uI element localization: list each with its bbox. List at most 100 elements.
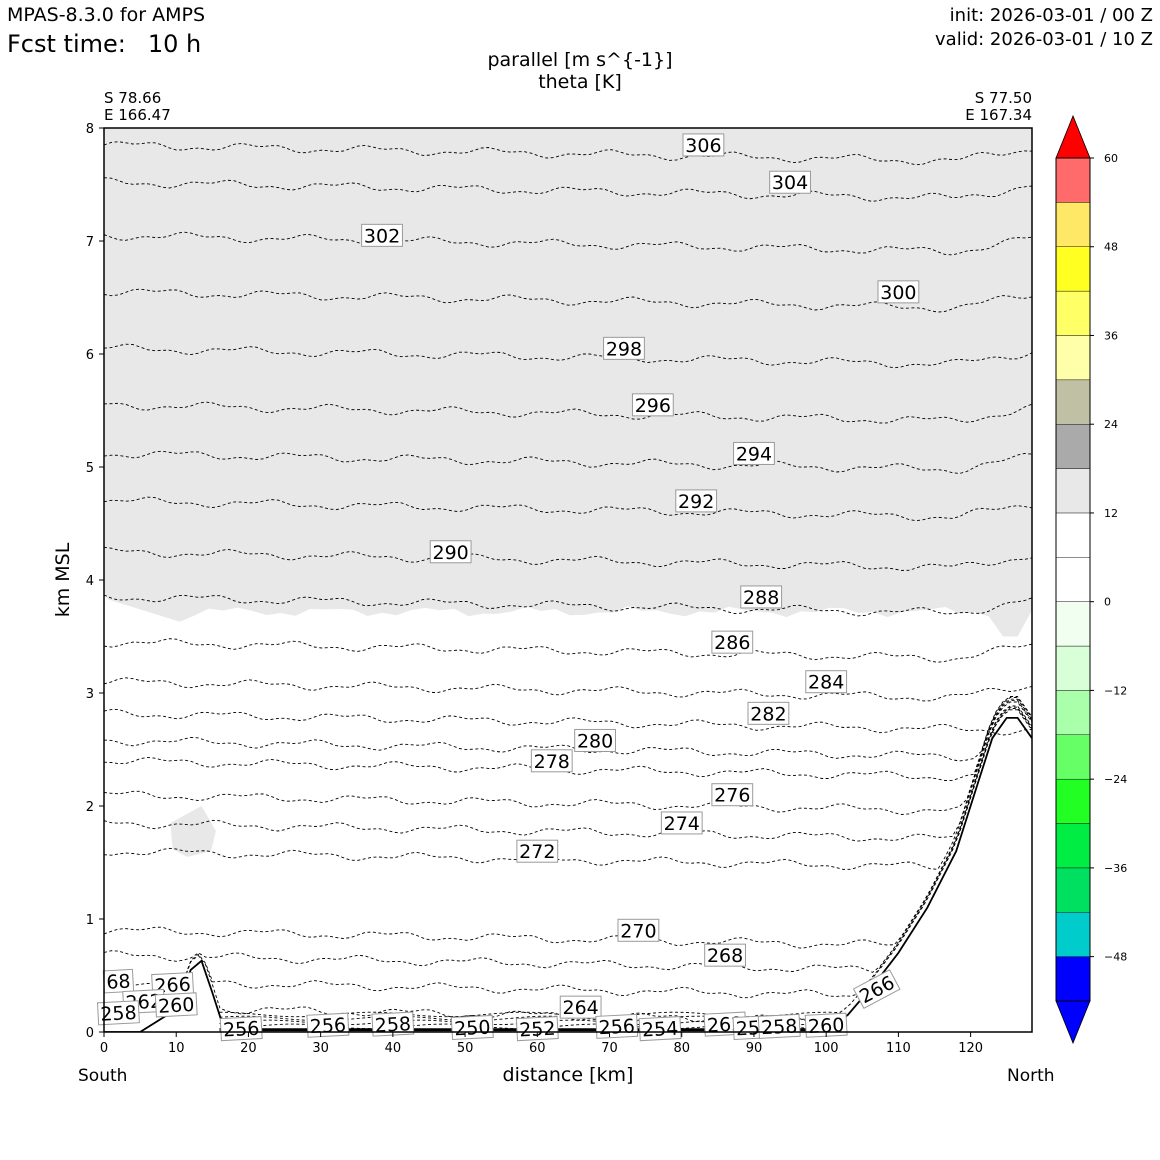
- surface-label-8-text: 250: [454, 1017, 491, 1041]
- surface-label-7-box: [371, 1011, 415, 1037]
- contour-label-270: 270: [617, 918, 660, 942]
- x-tick-label-120: 120: [958, 1041, 983, 1056]
- colorbar-tick-label-0: −48: [1104, 951, 1127, 964]
- contour-label-282-text: 282: [750, 703, 786, 725]
- contour-label-294-box: [733, 441, 775, 465]
- colorbar-swatch-8: [1055, 601, 1091, 647]
- contour-label-264: 264: [559, 995, 602, 1019]
- surface-label-6-box: [306, 1012, 350, 1038]
- surface-label-15-box: [804, 1012, 848, 1038]
- colorbar-swatch-11: [1055, 468, 1091, 514]
- colorbar-swatch-16: [1055, 246, 1091, 292]
- surface-label-11: 254: [638, 1016, 682, 1042]
- surface-label-7-text: 258: [374, 1013, 411, 1037]
- contour-label-288-text: 288: [743, 587, 779, 609]
- surface-label-0-text: 68: [106, 971, 131, 994]
- contour-label-302-box: [361, 223, 403, 247]
- forecast-time-label: Fcst time:: [7, 30, 126, 58]
- contour-label-300-box: [877, 280, 920, 304]
- left-end-longitude: E 166.47: [104, 106, 171, 124]
- colorbar-swatch-5: [1055, 734, 1091, 780]
- contour-label-282-box: [747, 701, 790, 725]
- left-end-latitude: S 78.66: [104, 89, 162, 107]
- colorbar-over-arrow: [1055, 114, 1091, 159]
- theta-contour-288: [104, 594, 1032, 617]
- surface-label-11-text: 254: [641, 1018, 678, 1042]
- surface-label-5: 256: [219, 1016, 263, 1042]
- contour-label-290-box: [429, 540, 472, 564]
- surface-label-9-box: [515, 1016, 559, 1042]
- colorbar-tick-label-4: 0: [1104, 596, 1111, 609]
- surface-label-14-text: 258: [761, 1015, 798, 1039]
- surface-label-14: 258: [757, 1013, 801, 1039]
- contour-label-272: 272: [516, 839, 559, 863]
- colorbar-tick-label-7: 36: [1104, 329, 1118, 342]
- surface-label-8-box: [450, 1014, 494, 1041]
- theta-contour-282: [104, 709, 1032, 736]
- y-tick-label-4: 4: [86, 574, 94, 589]
- contour-label-294-text: 294: [736, 443, 772, 465]
- surface-label-4-box: [96, 1000, 140, 1026]
- x-axis-label: distance [km]: [502, 1064, 634, 1086]
- contour-label-278-text: 278: [534, 751, 570, 773]
- surface-label-5-box: [219, 1016, 263, 1042]
- theta-contour-266: [104, 708, 1032, 999]
- contour-label-286-box: [711, 630, 754, 654]
- contour-label-266: 266: [852, 969, 901, 1010]
- colorbar-swatch-13: [1055, 379, 1091, 425]
- contour-label-302: 302: [361, 223, 403, 247]
- theta-contour-286: [104, 638, 1032, 663]
- x-tick-label-90: 90: [746, 1041, 763, 1056]
- contour-label-306-text: 306: [685, 135, 721, 157]
- contour-label-276: 276: [711, 783, 754, 807]
- contour-label-304-text: 304: [772, 172, 808, 194]
- init-time: init: 2026-03-01 / 00 Z: [949, 5, 1153, 26]
- forecast-time-value: 10 h: [147, 30, 202, 58]
- contour-label-284-box: [805, 670, 848, 694]
- contour-label-306-box: [682, 133, 725, 157]
- axes-layer: 0 10 20 30 40 50 60 70 80 90 100 110 120 0 1 2 3 4 5 6 7 8: [86, 122, 983, 1056]
- contour-label-274-text: 274: [664, 813, 700, 835]
- y-tick-label-8: 8: [86, 122, 94, 137]
- contour-label-292-text: 292: [678, 491, 714, 513]
- colorbar-swatch-0: [1055, 956, 1091, 1002]
- contour-label-266-box: [852, 969, 901, 1010]
- contour-label-270-box: [617, 918, 660, 942]
- y-tick-label-7: 7: [86, 235, 94, 250]
- x-tick-label-0: 0: [100, 1041, 108, 1056]
- contour-label-286-text: 286: [714, 632, 750, 654]
- surface-label-10: 256: [595, 1013, 639, 1039]
- theta-contour-274: [104, 700, 1032, 842]
- colorbar-swatch-6: [1055, 690, 1091, 735]
- contour-label-278-box: [530, 749, 573, 773]
- contour-label-296-box: [631, 393, 674, 417]
- x-tick-label-50: 50: [457, 1041, 474, 1056]
- contour-label-286: 286: [711, 630, 754, 654]
- valid-time: valid: 2026-03-01 / 10 Z: [935, 29, 1153, 50]
- colorbar-tick-label-2: −24: [1104, 773, 1127, 786]
- surface-label-3-box: [154, 992, 198, 1018]
- contour-label-270-text: 270: [620, 920, 656, 942]
- contour-label-278: 278: [530, 749, 573, 773]
- contour-label-296: 296: [631, 393, 674, 417]
- y-tick-label-2: 2: [86, 800, 94, 815]
- surface-label-10-text: 256: [598, 1015, 635, 1039]
- contour-label-300: 300: [877, 280, 920, 304]
- colorbar-swatch-17: [1055, 202, 1091, 247]
- contour-label-304-box: [769, 170, 811, 194]
- shaded-region-upper: [104, 128, 1032, 637]
- colorbar-swatch-14: [1055, 335, 1091, 381]
- contour-label-298: 298: [603, 336, 645, 360]
- colorbar-tick-label-6: 24: [1104, 418, 1118, 431]
- x-tick-label-70: 70: [601, 1041, 618, 1056]
- y-tick-label-6: 6: [86, 348, 94, 363]
- contour-label-268: 268: [704, 943, 746, 967]
- contour-label-304: 304: [769, 170, 811, 194]
- colorbar-swatch-18: [1055, 157, 1091, 203]
- y-tick-label-0: 0: [86, 1026, 94, 1041]
- colorbar: −48 −36 −24 −12 0 12 24 36 48 60: [1055, 114, 1127, 1045]
- y-tick-label-1: 1: [86, 913, 94, 928]
- colorbar-swatch-1: [1055, 912, 1091, 957]
- contour-label-292-box: [675, 489, 718, 513]
